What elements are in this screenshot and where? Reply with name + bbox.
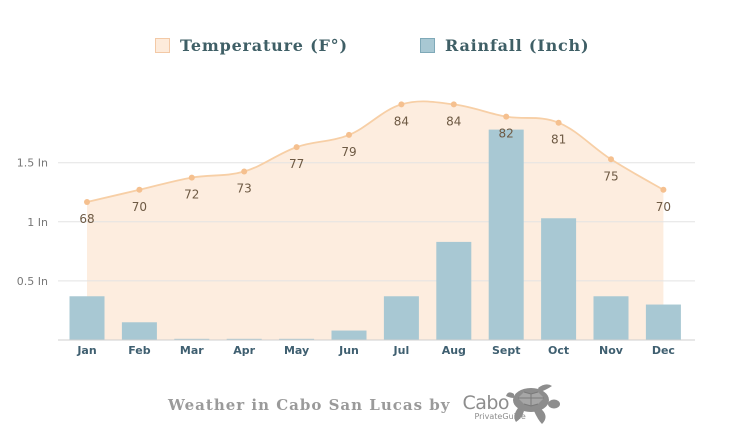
- legend-item-temperature[interactable]: Temperature (F°): [155, 36, 348, 55]
- rainfall-bar: [436, 241, 472, 340]
- legend-label-temperature: Temperature (F°): [180, 36, 348, 55]
- rainfall-bar: [226, 338, 262, 340]
- rainfall-bar: [279, 338, 315, 340]
- rainfall-bar: [174, 338, 210, 340]
- temperature-data-label: 84: [394, 114, 409, 128]
- weather-chart: 0.5 In 1 In 1.5 In 68 70 72 73 77 79 84 84 82 81 75 70…: [17, 100, 695, 357]
- turtle-icon: [506, 384, 561, 424]
- rainfall-bar: [69, 296, 105, 340]
- temperature-data-label: 77: [289, 157, 304, 171]
- x-tick-label: Sept: [492, 344, 521, 357]
- temperature-area: [87, 101, 664, 341]
- rainfall-bar: [645, 304, 681, 340]
- temperature-data-label: 73: [237, 182, 252, 196]
- temperature-point: [398, 101, 405, 108]
- legend-swatch-rainfall: [420, 38, 435, 53]
- legend-item-rainfall[interactable]: Rainfall (Inch): [420, 36, 589, 55]
- temperature-data-label: 70: [656, 200, 671, 214]
- x-tick-label: Jun: [338, 344, 359, 357]
- rainfall-bar: [383, 296, 419, 340]
- logo-sub: PrivateGuide: [474, 412, 526, 421]
- temperature-data-label: 72: [184, 188, 199, 202]
- rainfall-bar: [541, 218, 577, 340]
- temperature-data-label: 81: [551, 133, 566, 147]
- y-tick-label: 0.5 In: [17, 275, 48, 288]
- rainfall-bar: [331, 330, 367, 340]
- footer: Weather in Cabo San Lucas by Cabo Privat…: [168, 380, 570, 430]
- x-tick-label: Oct: [548, 344, 569, 357]
- temperature-data-label: 84: [446, 114, 461, 128]
- x-tick-label: Mar: [180, 344, 204, 357]
- temperature-point: [503, 113, 510, 120]
- temperature-point: [346, 131, 352, 138]
- x-tick-label: Feb: [128, 344, 151, 357]
- temperature-point: [241, 168, 248, 175]
- temperature-point: [555, 119, 562, 126]
- cabo-private-guide-logo[interactable]: Cabo PrivateGuide: [460, 380, 570, 430]
- rainfall-bar: [488, 129, 524, 340]
- temperature-point: [188, 174, 195, 181]
- x-tick-label: Jan: [76, 344, 96, 357]
- x-tick-label: Aug: [442, 344, 466, 357]
- x-tick-label: Nov: [599, 344, 624, 357]
- temperature-point: [450, 101, 457, 108]
- logo-word: Cabo: [462, 392, 510, 414]
- x-tick-label: Jul: [393, 344, 410, 357]
- legend-label-rainfall: Rainfall (Inch): [445, 36, 590, 55]
- temperature-data-label: 79: [341, 145, 356, 159]
- x-tick-label: Dec: [652, 344, 675, 357]
- x-tick-label: May: [284, 344, 309, 357]
- temperature-point: [136, 186, 143, 193]
- temperature-point: [660, 186, 667, 193]
- temperature-data-label: 82: [499, 127, 514, 141]
- temperature-point: [293, 144, 300, 151]
- temperature-data-label: 75: [603, 169, 618, 183]
- y-tick-label: 1 In: [27, 216, 48, 229]
- rainfall-bar: [593, 296, 629, 340]
- legend: Temperature (F°) Rainfall (Inch): [0, 36, 740, 58]
- temperature-line: [86, 100, 664, 203]
- temperature-data-label: 68: [79, 212, 94, 226]
- y-tick-label: 1.5 In: [17, 157, 48, 170]
- footer-text: Weather in Cabo San Lucas by: [168, 396, 451, 414]
- rainfall-bar: [121, 322, 157, 340]
- temperature-point: [84, 199, 90, 205]
- temperature-point: [608, 156, 614, 163]
- temperature-data-label: 70: [132, 200, 147, 214]
- legend-swatch-temperature: [155, 38, 170, 53]
- x-tick-label: Apr: [233, 344, 255, 357]
